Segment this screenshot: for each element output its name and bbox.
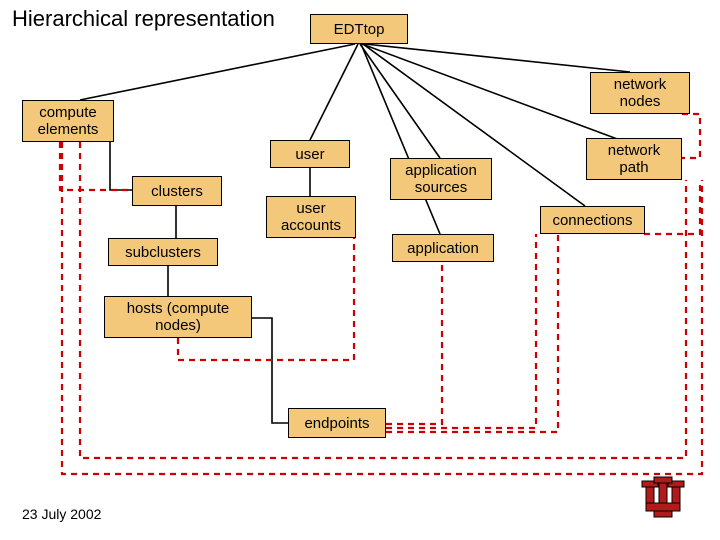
node-application: application [392, 234, 494, 262]
node-clusters: clusters [132, 176, 222, 206]
solid-edge [362, 44, 620, 140]
node-network-nodes: network nodes [590, 72, 690, 114]
dashed-edge [644, 180, 700, 234]
dashed-edge [682, 114, 700, 158]
iu-logo [640, 475, 686, 526]
solid-edge [110, 142, 132, 190]
solid-edge [310, 44, 358, 140]
node-user: user [270, 140, 350, 168]
page-title: Hierarchical representation [12, 6, 275, 32]
dashed-edge [386, 234, 536, 428]
node-user-accounts: user accounts [266, 196, 356, 238]
dashed-edge [386, 234, 558, 432]
solid-edge [365, 44, 630, 72]
node-endpoints: endpoints [288, 408, 386, 438]
footer-date: 23 July 2002 [22, 506, 101, 522]
solid-edge [361, 44, 440, 234]
node-subclusters: subclusters [108, 238, 218, 266]
solid-edge [360, 44, 440, 158]
node-connections: connections [540, 206, 645, 234]
node-application-sources: application sources [390, 158, 492, 200]
solid-edge [252, 318, 288, 423]
node-hosts: hosts (compute nodes) [104, 296, 252, 338]
solid-edge [80, 44, 355, 100]
node-compute-elements: compute elements [22, 100, 114, 142]
dashed-edge [60, 142, 132, 190]
dashed-edge [386, 262, 442, 424]
node-edttop: EDTtop [310, 14, 408, 44]
node-network-path: network path [586, 138, 682, 180]
